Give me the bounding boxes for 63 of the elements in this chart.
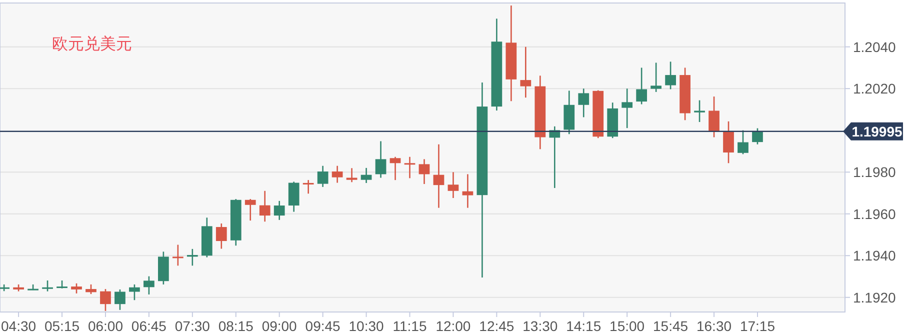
candlestick <box>462 174 474 208</box>
x-tick-label: 04:30 <box>1 318 36 334</box>
y-tick-label: 1.2020 <box>853 80 896 97</box>
candlestick <box>738 130 748 155</box>
y-tick-label: 1.1940 <box>853 248 896 264</box>
x-tick-label: 11:15 <box>392 318 427 334</box>
candlestick <box>650 62 662 93</box>
candlestick <box>86 284 96 295</box>
ref-line-label: 1.19995 <box>852 123 903 140</box>
candlestick <box>360 167 372 184</box>
candlestick <box>390 156 401 181</box>
x-tick-label: 07:30 <box>174 318 210 334</box>
x-tick-label: 12:45 <box>479 318 514 334</box>
x-tick-label: 13:30 <box>522 318 558 334</box>
candlestick <box>259 190 270 222</box>
y-tick-label: 1.1920 <box>853 289 896 306</box>
candlestick <box>578 88 590 118</box>
candlestick <box>418 158 430 185</box>
candlestick <box>129 284 140 301</box>
text: 欧元兑美元 <box>52 34 132 53</box>
candlestick <box>186 248 198 266</box>
y-tick-label: 1.1980 <box>853 164 896 180</box>
candlestick <box>172 244 184 266</box>
candlestick <box>520 46 532 98</box>
candlestick <box>317 165 328 188</box>
candlestick <box>216 222 227 250</box>
candlestick <box>144 276 154 296</box>
x-tick-label: 16:30 <box>696 318 732 334</box>
x-tick-label: 15:00 <box>610 318 645 334</box>
x-tick-label: 14:15 <box>566 318 602 334</box>
candlestick <box>665 61 676 90</box>
candlestick <box>694 100 705 123</box>
candlestick <box>114 288 126 311</box>
candlestick <box>288 181 300 212</box>
x-tick-label: 10:30 <box>348 318 384 334</box>
candlestick <box>433 144 444 208</box>
x-tick-label: 09:45 <box>305 318 341 334</box>
candlestick <box>752 128 763 145</box>
candlestick <box>244 198 256 222</box>
candlestick <box>346 168 358 183</box>
candlestick <box>708 96 720 138</box>
x-tick-label: 08:15 <box>218 318 254 334</box>
candlestick <box>636 67 648 105</box>
y-tick-label: 1.2040 <box>853 38 896 55</box>
candlestick <box>448 171 459 199</box>
candlestick <box>100 288 111 312</box>
x-tick-label: 05:15 <box>44 318 80 334</box>
candlestick <box>723 120 734 164</box>
candlestick <box>274 200 285 221</box>
candlestick <box>71 282 82 294</box>
candlestick <box>42 280 53 292</box>
x-tick-label: 12:00 <box>436 318 471 334</box>
x-tick-label: 17:15 <box>740 318 776 334</box>
x-tick-label: 06:00 <box>88 318 124 334</box>
x-tick-label: 15:45 <box>653 318 688 334</box>
y-tick-label: 1.1960 <box>853 206 896 222</box>
x-tick-label: 06:45 <box>131 318 167 334</box>
candlestick <box>332 165 343 184</box>
candlestick <box>404 156 416 179</box>
candlestick <box>302 179 314 194</box>
x-tick-label: 09:00 <box>262 318 298 334</box>
candlestick <box>375 140 386 178</box>
candlestick <box>622 88 633 129</box>
